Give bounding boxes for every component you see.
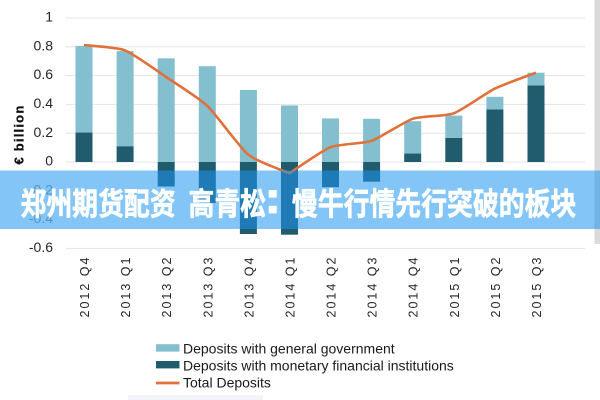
svg-text:0.8: 0.8 bbox=[34, 37, 54, 53]
svg-text:2014 Q4: 2014 Q4 bbox=[407, 256, 421, 318]
svg-text:€ billion: € billion bbox=[11, 105, 26, 165]
svg-text:2013 Q2: 2013 Q2 bbox=[160, 256, 174, 318]
svg-text:2014 Q1: 2014 Q1 bbox=[284, 256, 298, 318]
svg-text:2013 Q3: 2013 Q3 bbox=[201, 256, 215, 318]
svg-text:2012 Q4: 2012 Q4 bbox=[78, 256, 92, 318]
svg-text:1: 1 bbox=[45, 9, 53, 25]
svg-text:0: 0 bbox=[45, 153, 53, 169]
svg-text:0.2: 0.2 bbox=[34, 124, 54, 140]
svg-text:2014 Q3: 2014 Q3 bbox=[366, 256, 380, 318]
svg-text:2015 Q3: 2015 Q3 bbox=[530, 256, 544, 318]
svg-text:0.4: 0.4 bbox=[34, 95, 54, 111]
svg-text:2013 Q4: 2013 Q4 bbox=[242, 256, 256, 318]
svg-text:Deposits with general governme: Deposits with general government bbox=[183, 340, 395, 356]
svg-text:Deposits with monetary financi: Deposits with monetary financial institu… bbox=[183, 358, 454, 374]
svg-text:Total Deposits: Total Deposits bbox=[183, 375, 271, 391]
svg-text:2015 Q2: 2015 Q2 bbox=[489, 256, 503, 318]
svg-text:-0.6: -0.6 bbox=[29, 239, 53, 255]
svg-text:2014 Q2: 2014 Q2 bbox=[325, 256, 339, 318]
svg-text:2013 Q1: 2013 Q1 bbox=[119, 256, 133, 318]
svg-text:0.6: 0.6 bbox=[34, 66, 54, 82]
svg-text:2015 Q1: 2015 Q1 bbox=[448, 256, 462, 318]
